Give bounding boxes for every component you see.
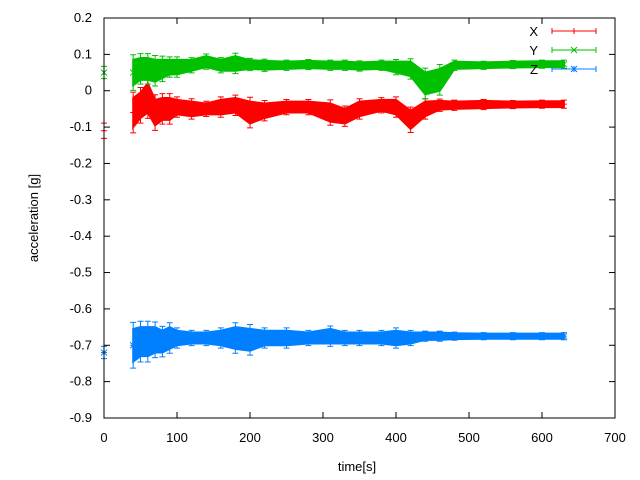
x-axis-label: time[s]	[338, 459, 376, 474]
y-tick-label: -0.4	[70, 228, 92, 243]
y-tick-label: 0.2	[74, 10, 92, 25]
data-layer	[100, 52, 568, 369]
data-point	[407, 65, 414, 73]
data-point	[283, 61, 290, 69]
data-point	[217, 61, 225, 69]
x-tick-label: 500	[458, 430, 480, 445]
data-point	[202, 58, 210, 65]
data-point	[166, 63, 174, 71]
y-tick-label: 0	[85, 83, 92, 98]
y-tick-label: -0.6	[70, 301, 92, 316]
data-point	[436, 76, 444, 84]
data-point	[129, 69, 137, 76]
y-tick-label: -0.7	[70, 337, 92, 352]
data-point	[188, 61, 195, 69]
series-band	[132, 81, 565, 131]
legend-marker	[570, 46, 578, 54]
x-tick-label: 100	[166, 430, 188, 445]
data-point	[159, 65, 166, 73]
data-point	[326, 61, 334, 69]
data-point	[560, 60, 568, 68]
y-tick-label: -0.2	[70, 155, 92, 170]
data-point	[392, 63, 400, 71]
legend-label: Z	[530, 62, 538, 77]
y-tick-label: -0.1	[70, 119, 92, 134]
data-point	[173, 63, 181, 71]
y-tick-label: -0.3	[70, 192, 92, 207]
data-point	[509, 61, 517, 68]
data-point	[356, 62, 363, 70]
x-tick-label: 200	[239, 430, 261, 445]
y-tick-label: 0.1	[74, 46, 92, 61]
data-point	[451, 61, 458, 69]
data-point	[378, 61, 385, 69]
x-tick-label: 400	[385, 430, 407, 445]
data-point	[305, 61, 312, 68]
axis-ticks: 0.2 0.1 0 -0.1 -0.2 -0.3 -0.4 -0.5 -0.6 -0.7 -0.8 -…	[70, 10, 626, 445]
y-tick-label: -0.8	[70, 374, 92, 389]
x-tick-label: 700	[604, 430, 626, 445]
data-point	[137, 65, 144, 73]
series-Y	[100, 52, 568, 100]
plot-border	[103, 17, 616, 419]
legend-label: X	[529, 24, 538, 39]
series-Z	[100, 320, 568, 369]
data-point	[151, 67, 159, 75]
x-tick-label: 300	[312, 430, 334, 445]
data-point	[144, 65, 152, 73]
data-point	[246, 61, 254, 68]
y-tick-label: -0.9	[70, 410, 92, 425]
series-band	[132, 325, 565, 364]
x-tick-label: 0	[100, 430, 107, 445]
data-point	[480, 61, 487, 69]
series-band	[132, 55, 565, 96]
legend-label: Y	[529, 43, 538, 58]
x-tick-label: 600	[531, 430, 553, 445]
data-point	[232, 60, 239, 67]
data-point	[341, 61, 349, 69]
legend: XYZ	[529, 24, 597, 77]
y-axis-label: acceleration [g]	[26, 174, 41, 262]
series-X	[101, 77, 567, 139]
data-point	[538, 60, 546, 68]
data-point	[421, 80, 429, 87]
y-tick-label: -0.5	[70, 265, 92, 280]
data-point	[261, 61, 268, 69]
